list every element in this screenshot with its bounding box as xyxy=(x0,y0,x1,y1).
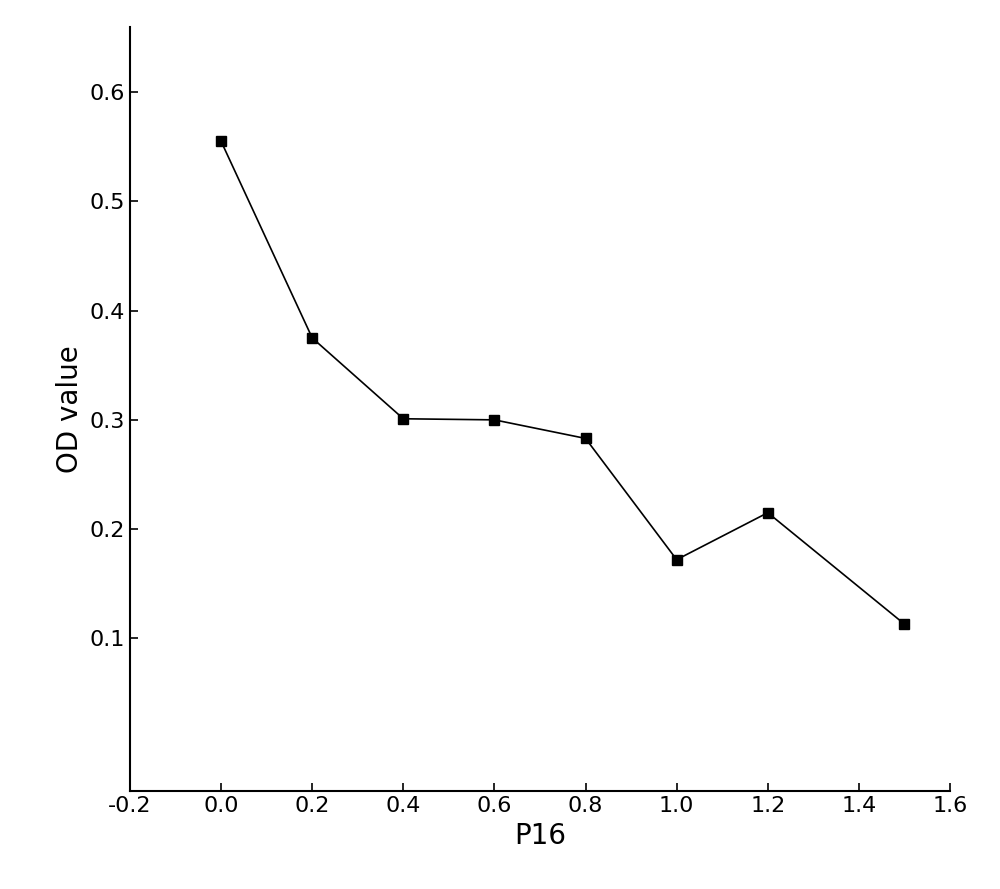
X-axis label: P16: P16 xyxy=(514,821,566,850)
Y-axis label: OD value: OD value xyxy=(56,345,84,473)
